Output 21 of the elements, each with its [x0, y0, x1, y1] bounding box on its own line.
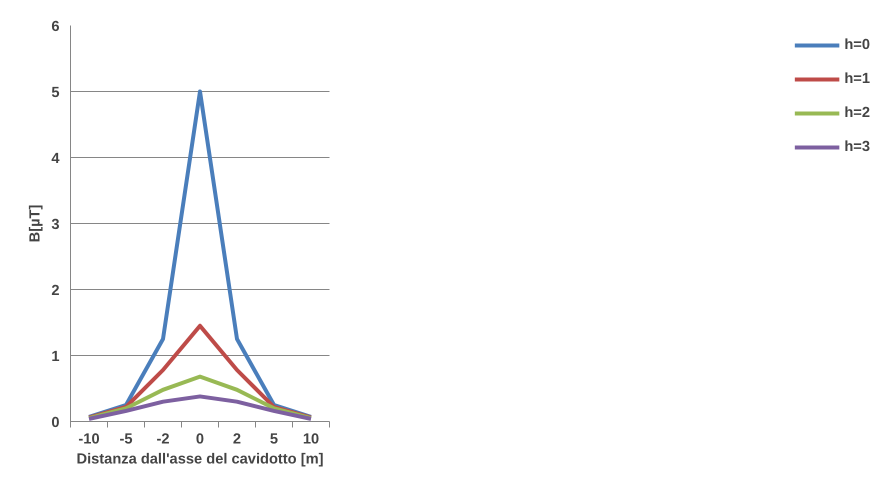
y-tick-label: 5 [51, 85, 60, 101]
y-axis-title: B[µT] [27, 204, 44, 242]
y-tick-label: 2 [51, 283, 60, 299]
legend-label: h=2 [844, 105, 870, 121]
y-tick-label: 6 [51, 19, 60, 35]
y-tick-label: 4 [51, 151, 60, 167]
x-tick-label: -5 [119, 432, 133, 448]
x-tick-label: 2 [232, 432, 242, 448]
x-tick-label: -10 [78, 432, 100, 448]
x-tick-label: -2 [156, 432, 170, 448]
legend-label: h=1 [844, 71, 870, 87]
x-tick-label: 5 [270, 432, 278, 448]
x-tick-label: 0 [196, 432, 204, 448]
legend-label: h=3 [844, 139, 870, 155]
y-tick-label: 1 [51, 349, 60, 365]
line-series [87, 394, 313, 421]
x-tick-label: 10 [302, 432, 320, 448]
y-tick-label: 0 [51, 415, 60, 431]
y-tick-label: 3 [51, 217, 60, 233]
x-axis-title: Distanza dall'asse del cavidotto [m] [76, 452, 324, 468]
legend-label: h=0 [844, 37, 870, 53]
